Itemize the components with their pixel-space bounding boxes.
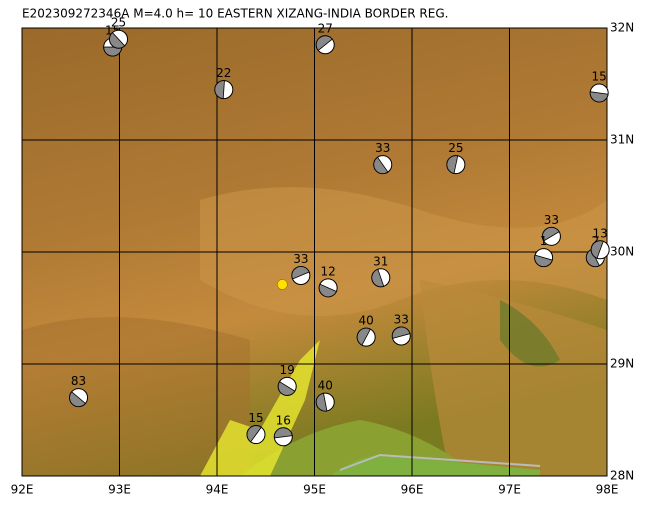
depth-label: 25	[111, 16, 126, 30]
beachball-quadrant	[318, 283, 337, 298]
depth-label: 13	[593, 226, 608, 240]
focal-mechanism	[371, 268, 391, 288]
depth-label: 22	[216, 66, 231, 80]
focal-mechanism	[109, 29, 129, 49]
focal-mechanism	[534, 248, 554, 268]
beachball-quadrant	[391, 326, 411, 339]
focal-mechanism	[214, 80, 234, 100]
focal-mechanism	[291, 266, 311, 286]
x-tick-label: 98E	[596, 483, 619, 497]
focal-mechanism	[356, 327, 376, 347]
epicenter	[277, 279, 288, 290]
x-tick-label: 93E	[108, 483, 131, 497]
beachball-quadrant	[446, 155, 459, 174]
depth-label: 15	[592, 69, 607, 83]
depth-label: 27	[318, 21, 333, 35]
beachball-quadrant	[315, 392, 328, 412]
depth-label: 40	[359, 314, 374, 328]
focal-mechanism	[315, 392, 335, 412]
beachball-quadrant	[589, 91, 609, 103]
beachball-quadrant	[585, 249, 600, 267]
depth-label: 33	[544, 213, 559, 227]
y-tick-label: 28N	[610, 469, 634, 483]
beachball-quadrant	[273, 427, 293, 439]
depth-label: 25	[448, 141, 463, 155]
beachball-quadrant	[277, 381, 296, 396]
focal-mechanism	[590, 240, 610, 260]
beachball-quadrant	[109, 32, 126, 49]
beachball-quadrant	[291, 266, 310, 280]
depth-label: 19	[280, 363, 295, 377]
depth-label: 40	[318, 379, 333, 393]
depth-label: 83	[71, 374, 86, 388]
title: E202309272346A M=4.0 h= 10 EASTERN XIZAN…	[22, 7, 448, 21]
focal-mechanism	[273, 427, 293, 447]
y-tick-label: 32N	[610, 21, 634, 35]
x-tick-label: 96E	[401, 483, 424, 497]
depth-label: 33	[394, 313, 409, 327]
focal-mechanism	[446, 155, 466, 175]
y-tick-label: 31N	[610, 133, 634, 147]
depth-label: 33	[293, 252, 308, 266]
focal-mechanism	[318, 278, 338, 298]
beachball-quadrant	[246, 425, 262, 443]
beachball-quadrant	[315, 35, 333, 52]
beachball-quadrant	[371, 268, 385, 288]
focal-mechanism	[69, 388, 89, 408]
focal-mechanism	[277, 376, 297, 396]
depth-label: 31	[373, 254, 388, 268]
beachball-quadrant	[69, 391, 87, 407]
depth-label: 15	[248, 411, 263, 425]
beachball-quadrant	[542, 226, 560, 242]
x-tick-label: 95E	[303, 483, 326, 497]
beachball-quadrant	[534, 254, 553, 267]
depth-label: 16	[276, 413, 291, 427]
focal-mechanism	[315, 35, 335, 55]
y-tick-label: 30N	[610, 245, 634, 259]
beachball-quadrant	[356, 327, 371, 346]
beachball-quadrant	[590, 240, 604, 259]
depth-label: 2	[591, 234, 599, 248]
focal-mechanism	[373, 155, 393, 175]
y-tick-label: 29N	[610, 357, 634, 371]
depth-label: 12	[321, 264, 336, 278]
beachball-quadrant	[214, 80, 225, 100]
overlay: 92E 93E 94E 95E 96E 97E 98E 29N 30N 31N 32N 28N 15 25…	[11, 16, 635, 497]
x-tick-label: 94E	[206, 483, 229, 497]
focal-mechanism	[391, 326, 411, 346]
focal-mechanism	[541, 226, 561, 246]
beachball-quadrant	[103, 46, 123, 57]
x-tick-label: 97E	[498, 483, 521, 497]
x-tick-label: 92E	[11, 483, 34, 497]
depth-label: 1	[540, 234, 548, 248]
depth-label: 33	[375, 141, 390, 155]
focal-mechanism	[589, 83, 609, 103]
focal-mechanism	[246, 425, 266, 445]
beachball-quadrant	[373, 156, 389, 174]
